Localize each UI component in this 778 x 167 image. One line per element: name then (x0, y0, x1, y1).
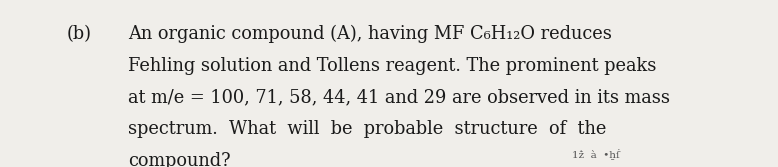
Text: Fehling solution and Tollens reagent. The prominent peaks: Fehling solution and Tollens reagent. Th… (128, 57, 657, 75)
Text: 1ẑ̇  à  •ẖẛ: 1ẑ̇ à •ẖẛ (572, 149, 619, 160)
Text: at m/e = 100, 71, 58, 44, 41 and 29 are observed in its mass: at m/e = 100, 71, 58, 44, 41 and 29 are … (128, 89, 671, 107)
Text: spectrum.  What  will  be  probable  structure  of  the: spectrum. What will be probable structur… (128, 120, 607, 138)
Text: compound?: compound? (128, 152, 231, 167)
Text: (b): (b) (66, 25, 91, 43)
Text: An organic compound (A), having MF C₆H₁₂O reduces: An organic compound (A), having MF C₆H₁₂… (128, 25, 612, 43)
